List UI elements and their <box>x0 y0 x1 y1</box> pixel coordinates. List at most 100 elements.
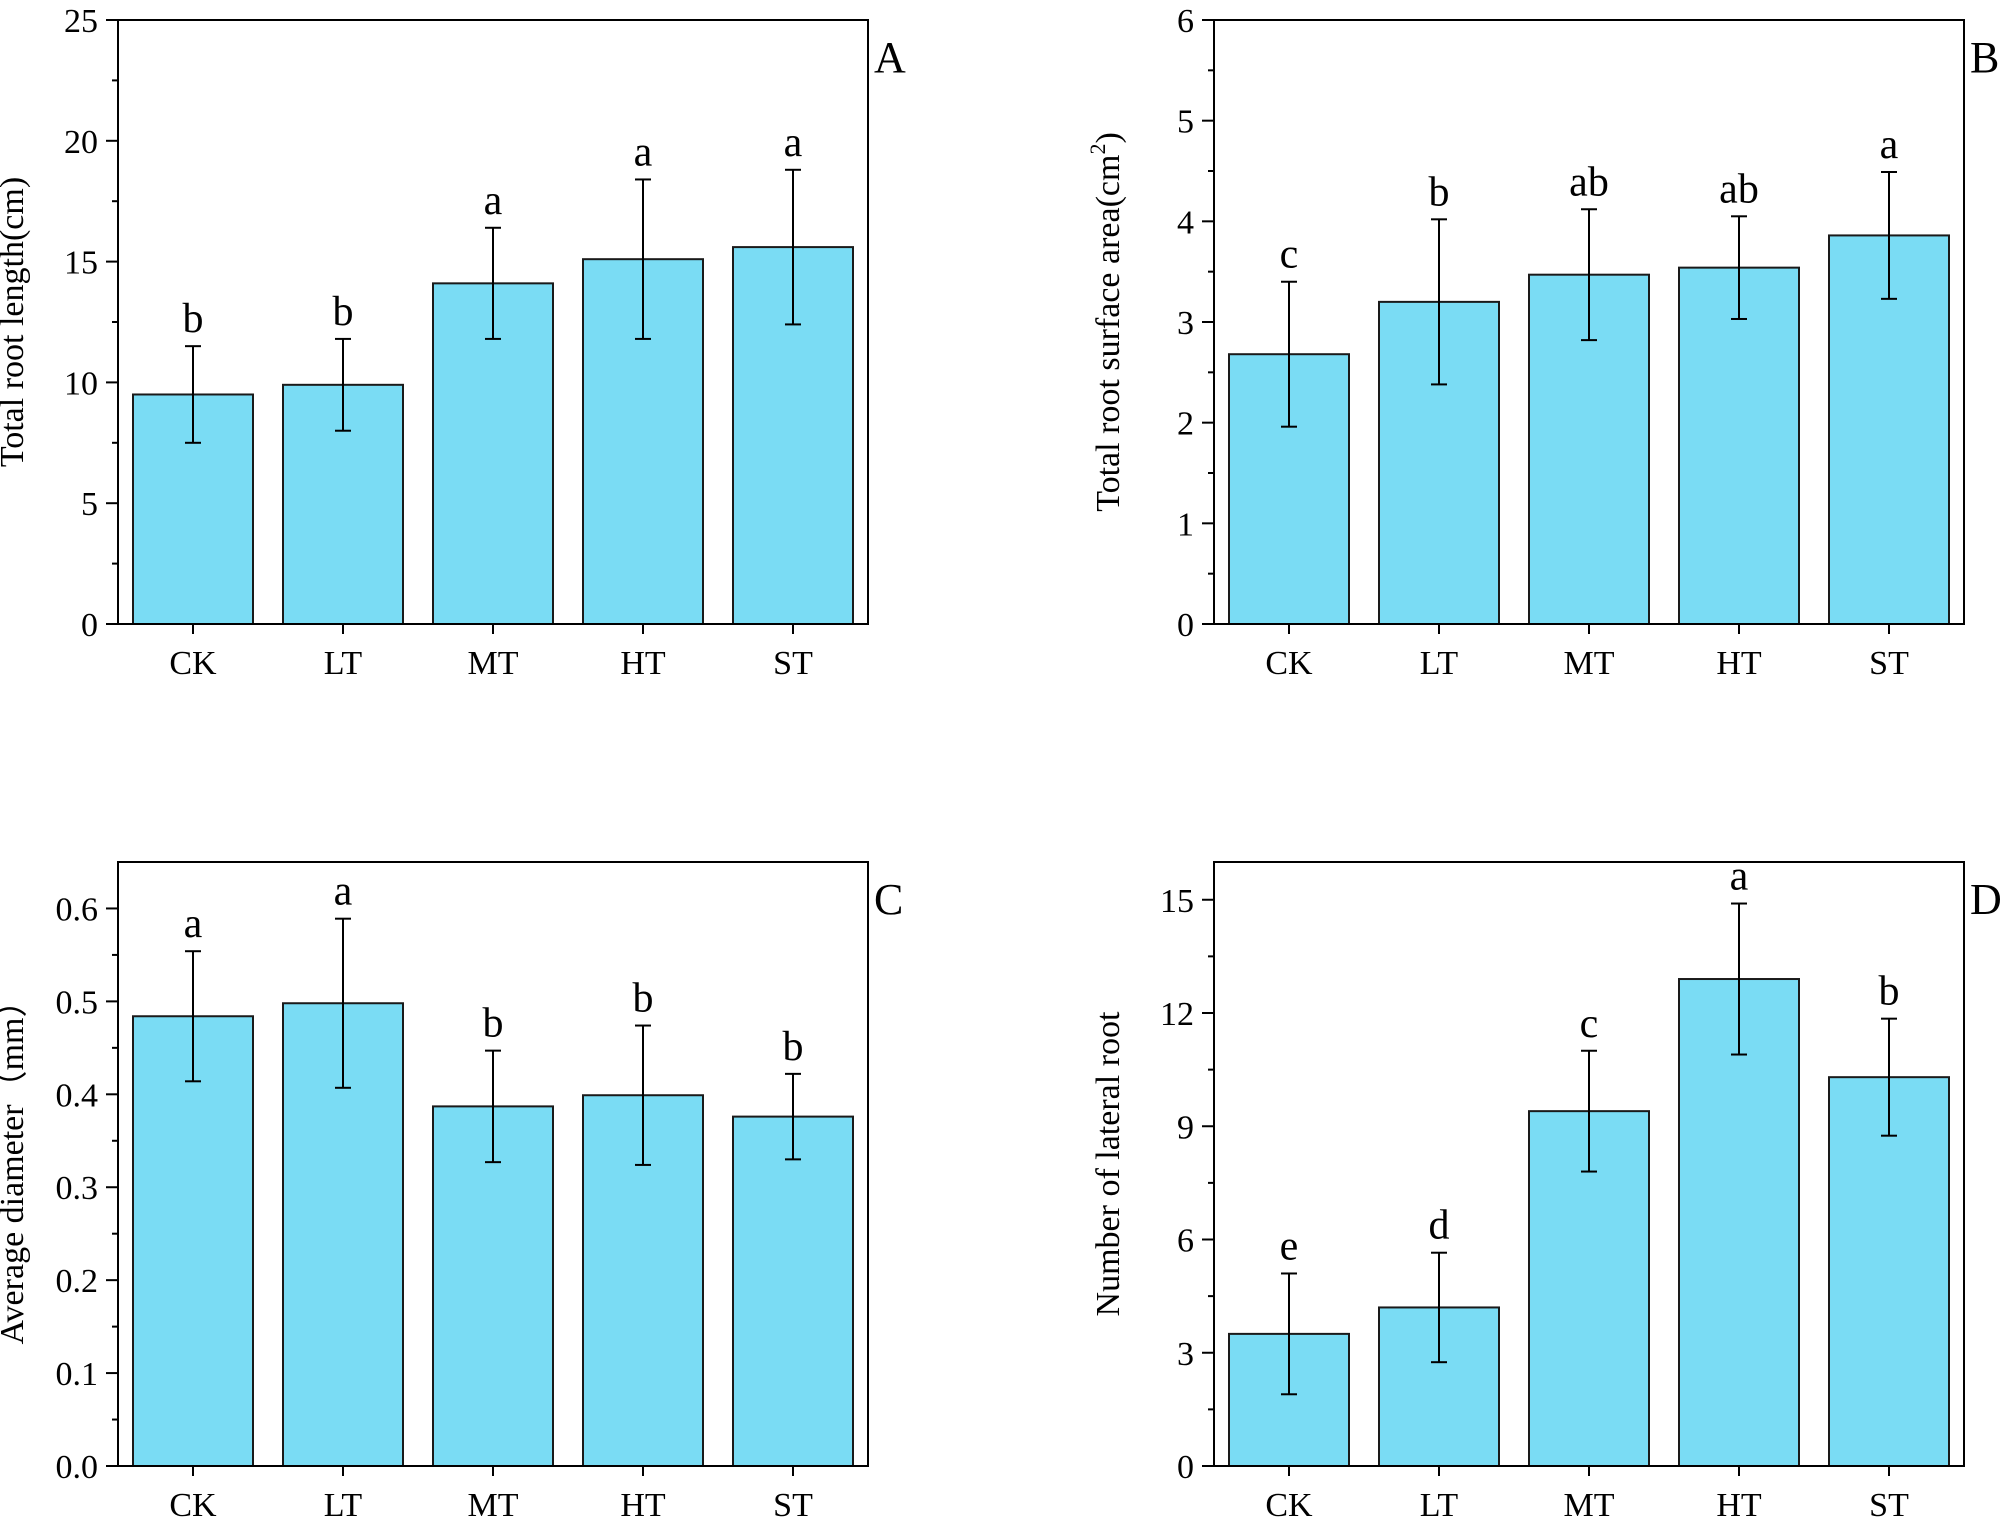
y-axis-title-text: Average diameter（mm） <box>0 984 31 1345</box>
error-bar-ck <box>185 345 201 444</box>
y-tick-label: 15 <box>64 245 98 282</box>
x-tick-label-st: ST <box>773 1487 813 1521</box>
y-tick-label: 4 <box>1177 204 1194 241</box>
significance-letter-lt: b <box>333 289 354 335</box>
y-tick-label: 0 <box>1177 607 1194 644</box>
error-bar-lt <box>1431 218 1447 386</box>
y-tick-label: 0 <box>81 607 98 644</box>
significance-letter-ht: a <box>1730 854 1749 900</box>
y-tick-label: 5 <box>81 486 98 523</box>
panel-c: a CK a LT b MT b HT b ST 0.0 0.1 0.2 0.3 0.4 0.5 0.6 Aver… <box>0 861 903 1521</box>
y-tick-label: 10 <box>64 365 98 402</box>
error-bar-lt <box>335 337 351 432</box>
y-axis-title-text: Total root length(cm) <box>0 177 31 467</box>
plot-frame <box>117 861 869 1467</box>
x-tick-label-st: ST <box>1869 1487 1909 1521</box>
significance-letter-st: b <box>1879 969 1900 1015</box>
panel-d: e CK d LT c MT a HT b ST 0 3 6 9 12 15 Number of lateral… <box>1090 854 2002 1521</box>
error-bar-ht <box>1731 215 1747 320</box>
y-tick-label: 2 <box>1177 406 1194 443</box>
x-tick-label-ck: CK <box>1265 1487 1313 1521</box>
x-tick-label-ck: CK <box>1265 645 1313 682</box>
error-bar-ck <box>1281 280 1297 428</box>
x-tick-label-ht: HT <box>620 645 666 682</box>
y-tick-label: 0.4 <box>56 1077 99 1114</box>
error-bar-ht <box>635 1024 651 1166</box>
panel-label: B <box>1970 33 1999 82</box>
error-bar-lt <box>335 917 351 1089</box>
significance-letter-st: a <box>784 120 803 166</box>
x-tick-label-mt: MT <box>1564 645 1615 682</box>
significance-letter-mt: b <box>483 1001 504 1047</box>
significance-letter-ck: c <box>1280 232 1299 278</box>
y-tick-label: 0.1 <box>56 1356 99 1393</box>
y-tick-label: 0.5 <box>56 984 99 1021</box>
x-tick-label-mt: MT <box>1564 1487 1615 1521</box>
significance-letter-ck: e <box>1280 1223 1299 1269</box>
x-tick-label-lt: LT <box>324 1487 363 1521</box>
y-axis-title: Number of lateral root <box>1090 1011 1127 1316</box>
y-tick-label: 3 <box>1177 305 1194 342</box>
error-bar-st <box>785 168 801 326</box>
significance-letter-mt: a <box>484 178 503 224</box>
significance-letter-st: b <box>783 1024 804 1070</box>
significance-letter-lt: a <box>334 869 353 915</box>
x-tick-label-ck: CK <box>169 645 217 682</box>
panel-label: D <box>1970 875 2002 924</box>
y-axis-title: Total root length(cm) <box>0 177 31 467</box>
y-axis-title: Total root surface area(cm2) <box>1085 132 1127 512</box>
x-tick-label-lt: LT <box>1420 1487 1459 1521</box>
x-tick-label-ht: HT <box>1716 645 1762 682</box>
y-axis-title-superscript: 2 <box>1085 144 1110 155</box>
bar-ck <box>132 1015 254 1467</box>
x-tick-label-lt: LT <box>324 645 363 682</box>
y-tick-label: 0 <box>1177 1449 1194 1486</box>
y-tick-label: 6 <box>1177 1223 1194 1260</box>
x-tick-label-mt: MT <box>468 1487 519 1521</box>
x-tick-label-st: ST <box>1869 645 1909 682</box>
panel-b: c CK b LT ab MT ab HT a ST 0 1 2 3 4 5 6 Total root surfa… <box>1085 3 1999 682</box>
y-tick-label: 0.0 <box>56 1449 99 1486</box>
x-tick-label-ck: CK <box>169 1487 217 1521</box>
significance-letter-lt: b <box>1429 169 1450 215</box>
y-tick-label: 9 <box>1177 1109 1194 1146</box>
y-tick-label: 12 <box>1160 996 1194 1033</box>
significance-letter-ck: b <box>183 296 204 342</box>
panel-label: C <box>874 875 903 924</box>
y-tick-label: 3 <box>1177 1336 1194 1373</box>
significance-letter-ht: b <box>633 976 654 1022</box>
significance-letter-ht: a <box>634 129 653 175</box>
x-tick-label-ht: HT <box>620 1487 666 1521</box>
error-bar-mt <box>1581 208 1597 342</box>
error-bar-mt <box>1581 1049 1597 1173</box>
error-bar-st <box>785 1072 801 1161</box>
error-bar-ck <box>1281 1272 1297 1396</box>
significance-letter-mt: ab <box>1569 159 1609 205</box>
plot-frame <box>1213 861 1965 1467</box>
y-tick-label: 0.6 <box>56 891 99 928</box>
error-bar-mt <box>485 1049 501 1164</box>
error-bar-ht <box>1731 902 1747 1056</box>
y-tick-label: 0.3 <box>56 1170 99 1207</box>
y-tick-label: 15 <box>1160 883 1194 920</box>
x-tick-label-mt: MT <box>468 645 519 682</box>
error-bar-st <box>1881 1017 1897 1137</box>
bar-mt <box>432 282 554 625</box>
bar-st <box>732 1115 854 1468</box>
x-tick-label-ht: HT <box>1716 1487 1762 1521</box>
bar-st <box>1828 1076 1950 1468</box>
error-bar-ht <box>635 178 651 340</box>
y-tick-label: 25 <box>64 3 98 40</box>
significance-letter-st: a <box>1880 122 1899 168</box>
y-axis-title-end: ) <box>1090 132 1127 143</box>
error-bar-lt <box>1431 1251 1447 1364</box>
y-tick-label: 6 <box>1177 3 1194 40</box>
y-tick-label: 1 <box>1177 506 1194 543</box>
error-bar-mt <box>485 226 501 340</box>
y-tick-label: 0.2 <box>56 1263 99 1300</box>
x-tick-label-lt: LT <box>1420 645 1459 682</box>
y-axis-title: Average diameter（mm） <box>0 984 31 1345</box>
y-tick-label: 20 <box>64 124 98 161</box>
y-axis-title-text: Total root surface area(cm <box>1090 155 1127 512</box>
